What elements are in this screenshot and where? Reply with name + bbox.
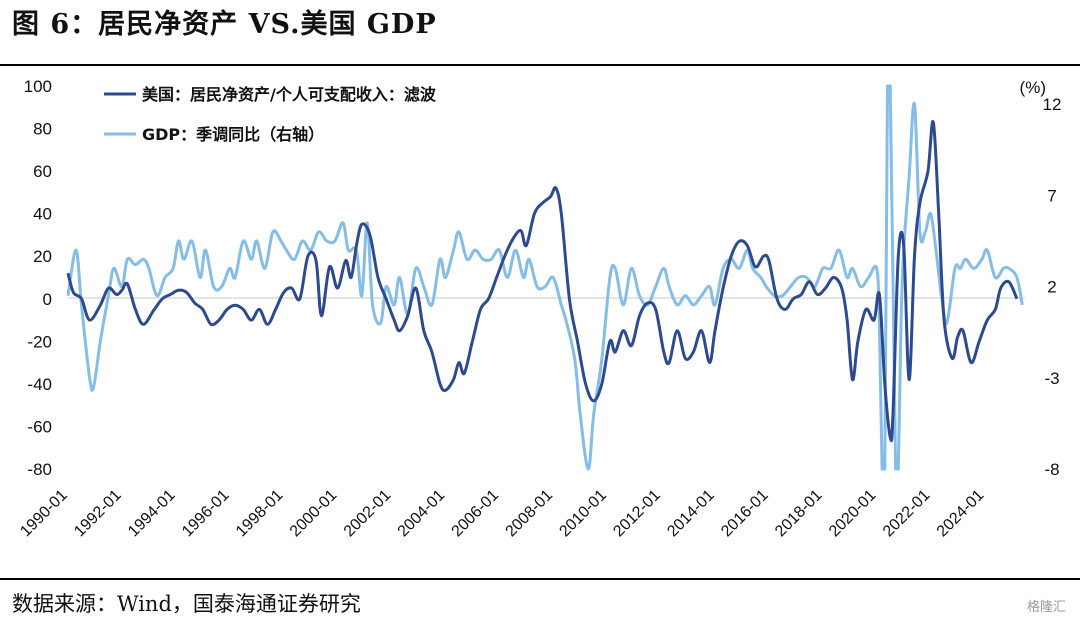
left-tick-label: 0: [43, 290, 52, 309]
series-line-gdp: [66, 84, 1024, 471]
left-tick-label: 60: [33, 162, 52, 181]
figure-title: 图 6：居民净资产 VS.美国 GDP: [12, 9, 437, 40]
x-tick-label: 2000-01: [287, 487, 341, 541]
legend: 美国：居民净资产/个人可支配收入：滤波 GDP：季调同比（右轴）: [104, 85, 437, 144]
legend-label-networth: 美国：居民净资产/个人可支配收入：滤波: [142, 85, 437, 104]
chart: 100 80 60 40 20 0 -20 -40 -60 -80 12 7 2 -3 -8 (%) 19…: [17, 77, 1062, 541]
x-tick-label: 2012-01: [610, 487, 664, 541]
x-tick-label: 2008-01: [503, 487, 557, 541]
left-tick-label: 40: [33, 205, 52, 224]
x-tick-label: 2002-01: [341, 487, 395, 541]
x-tick-label: 1992-01: [71, 487, 125, 541]
right-tick-label: -3: [1044, 369, 1059, 388]
right-tick-label: -8: [1044, 460, 1059, 479]
x-tick-label: 2004-01: [395, 487, 449, 541]
x-tick-label: 2024-01: [934, 487, 988, 541]
left-tick-label: 100: [24, 77, 52, 96]
x-tick-label: 2020-01: [826, 487, 880, 541]
top-rule: [0, 64, 1080, 66]
bottom-rule: [0, 578, 1080, 580]
x-tick-label: 1998-01: [233, 487, 287, 541]
x-tick-label: 1996-01: [179, 487, 233, 541]
source-note: 数据来源：Wind，国泰海通证券研究: [12, 592, 361, 616]
x-tick-label: 1990-01: [17, 487, 71, 541]
x-tick-label: 2006-01: [449, 487, 503, 541]
x-tick-label: 2018-01: [772, 487, 826, 541]
left-tick-label: 80: [33, 120, 52, 139]
plot-area: [66, 84, 1024, 471]
series-line-networth: [66, 120, 1019, 443]
left-tick-label: 20: [33, 247, 52, 266]
x-axis: 1990-01 1992-01 1994-01 1996-01 1998-01 2000-…: [17, 487, 987, 541]
right-tick-label: 7: [1047, 186, 1056, 205]
left-tick-label: -40: [27, 375, 52, 394]
watermark: 格隆汇: [1026, 600, 1066, 615]
x-tick-label: 2022-01: [880, 487, 934, 541]
left-axis: 100 80 60 40 20 0 -20 -40 -60 -80: [24, 77, 52, 479]
left-tick-label: -20: [27, 332, 52, 351]
right-tick-label: 2: [1047, 278, 1056, 297]
right-tick-label: 12: [1043, 95, 1062, 114]
x-tick-label: 2016-01: [718, 487, 772, 541]
legend-label-gdp: GDP：季调同比（右轴）: [142, 125, 324, 144]
x-tick-label: 2014-01: [664, 487, 718, 541]
left-tick-label: -60: [27, 417, 52, 436]
x-tick-label: 2010-01: [556, 487, 610, 541]
right-axis-unit: (%): [1020, 78, 1046, 97]
left-tick-label: -80: [27, 460, 52, 479]
right-axis: 12 7 2 -3 -8: [1043, 95, 1062, 479]
x-tick-label: 1994-01: [125, 487, 179, 541]
